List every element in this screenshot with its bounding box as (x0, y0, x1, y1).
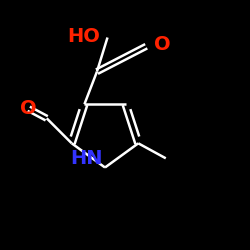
Text: HN: HN (70, 149, 102, 168)
Text: O: O (20, 99, 37, 118)
Text: HO: HO (67, 27, 100, 46)
Text: O: O (154, 36, 171, 54)
